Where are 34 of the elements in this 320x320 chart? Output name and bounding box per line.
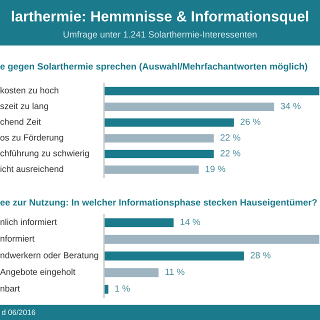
category-label: os zu Förderung	[0, 134, 64, 142]
data-label: 34 %	[280, 102, 301, 110]
bar	[104, 101, 276, 112]
data-label: 1 %	[115, 285, 130, 292]
category-label: szeit zu lang	[0, 102, 48, 111]
data-label: 22 %	[220, 150, 240, 156]
data-label: 22 %	[220, 134, 240, 141]
category-label: nlich informiert	[0, 218, 57, 226]
bar	[104, 164, 200, 176]
bar	[104, 85, 320, 97]
bar	[104, 250, 246, 262]
chart-title: ee zur Nutzung: In welcher Informationsphase stecken Hauseigentümer?	[0, 198, 317, 208]
text: larthermie: Hemmnisse & Informationsquel	[12, 10, 308, 24]
bar	[104, 216, 176, 229]
data-label: 19 %	[206, 166, 226, 172]
data-label: 28 %	[250, 252, 270, 258]
bar	[104, 116, 236, 128]
category-label: chend Zeit	[0, 118, 41, 125]
data-label: 14 %	[180, 218, 200, 226]
category-label: ndwerkern oder Beratung	[0, 252, 98, 260]
bar	[104, 132, 216, 144]
bar	[104, 148, 216, 160]
category-label: Angebote eingeholt	[0, 268, 76, 277]
chart-title: e gegen Solarthermie sprechen (Auswahl/Mehrfachantworten möglich)	[0, 62, 308, 72]
data-label: 26 %	[240, 118, 260, 125]
bar	[104, 266, 160, 278]
category-label: chführung zu schwierig	[0, 150, 89, 158]
category-label: kosten zu hoch	[0, 86, 58, 94]
data-label: 11 %	[166, 268, 184, 276]
category-label: icht ausreichend	[0, 166, 64, 172]
text: Umfrage unter 1.241 Solarthermie-Interessenten	[64, 30, 257, 40]
bar	[104, 234, 320, 246]
category-label: nformiert	[0, 235, 34, 242]
category-label: nbart	[0, 285, 20, 292]
